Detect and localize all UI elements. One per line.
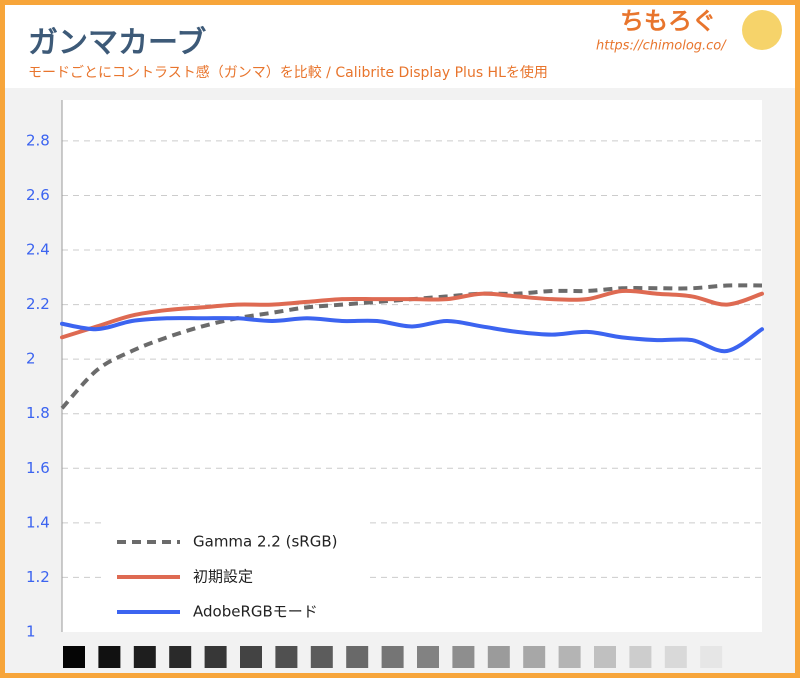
gray-swatch — [204, 646, 227, 668]
mascot — [742, 10, 782, 50]
legend-label: 初期設定 — [193, 568, 253, 586]
gray-swatch — [664, 646, 687, 668]
logo: ちもろぐ — [620, 7, 716, 35]
y-tick-label: 2.4 — [26, 241, 50, 259]
gray-swatch — [240, 646, 262, 668]
gray-swatch — [98, 646, 121, 668]
chart-subtitle: モードごとにコントラスト感（ガンマ）を比較 / Calibrite Displa… — [28, 64, 548, 81]
url: https://chimolog.co/ — [596, 39, 727, 54]
gray-swatch — [417, 646, 439, 668]
gray-swatch — [487, 646, 510, 668]
gray-swatch — [523, 646, 546, 668]
gray-swatch — [381, 646, 404, 668]
y-tick-label: 2.2 — [26, 295, 50, 313]
chart-title: ガンマカーブ — [28, 26, 206, 61]
gray-swatch — [275, 646, 298, 668]
y-tick-label: 2.6 — [26, 186, 50, 204]
gray-swatch — [700, 646, 723, 668]
gray-swatch — [133, 646, 156, 668]
y-tick-label: 1.8 — [26, 404, 50, 422]
legend-label: Gamma 2.2 (sRGB) — [193, 533, 337, 551]
series-line — [60, 288, 764, 340]
y-tick-label: 1.2 — [26, 568, 50, 586]
y-tick-label: 1 — [26, 623, 36, 641]
series-line — [60, 316, 764, 354]
gray-swatch — [558, 646, 581, 668]
gray-swatch — [310, 646, 333, 668]
gray-swatch — [735, 646, 758, 668]
legend-label: AdobeRGBモード — [193, 603, 318, 621]
y-tick-label: 1.6 — [26, 459, 50, 477]
gray-swatch — [452, 646, 475, 668]
gray-swatch — [169, 646, 192, 668]
y-tick-label: 2 — [26, 350, 36, 368]
gray-swatch — [629, 646, 652, 668]
gray-swatch — [63, 646, 85, 668]
y-tick-label: 1.4 — [26, 513, 50, 531]
gray-swatch — [346, 646, 369, 668]
gray-swatch — [594, 646, 616, 668]
y-tick-label: 2.8 — [26, 131, 50, 149]
